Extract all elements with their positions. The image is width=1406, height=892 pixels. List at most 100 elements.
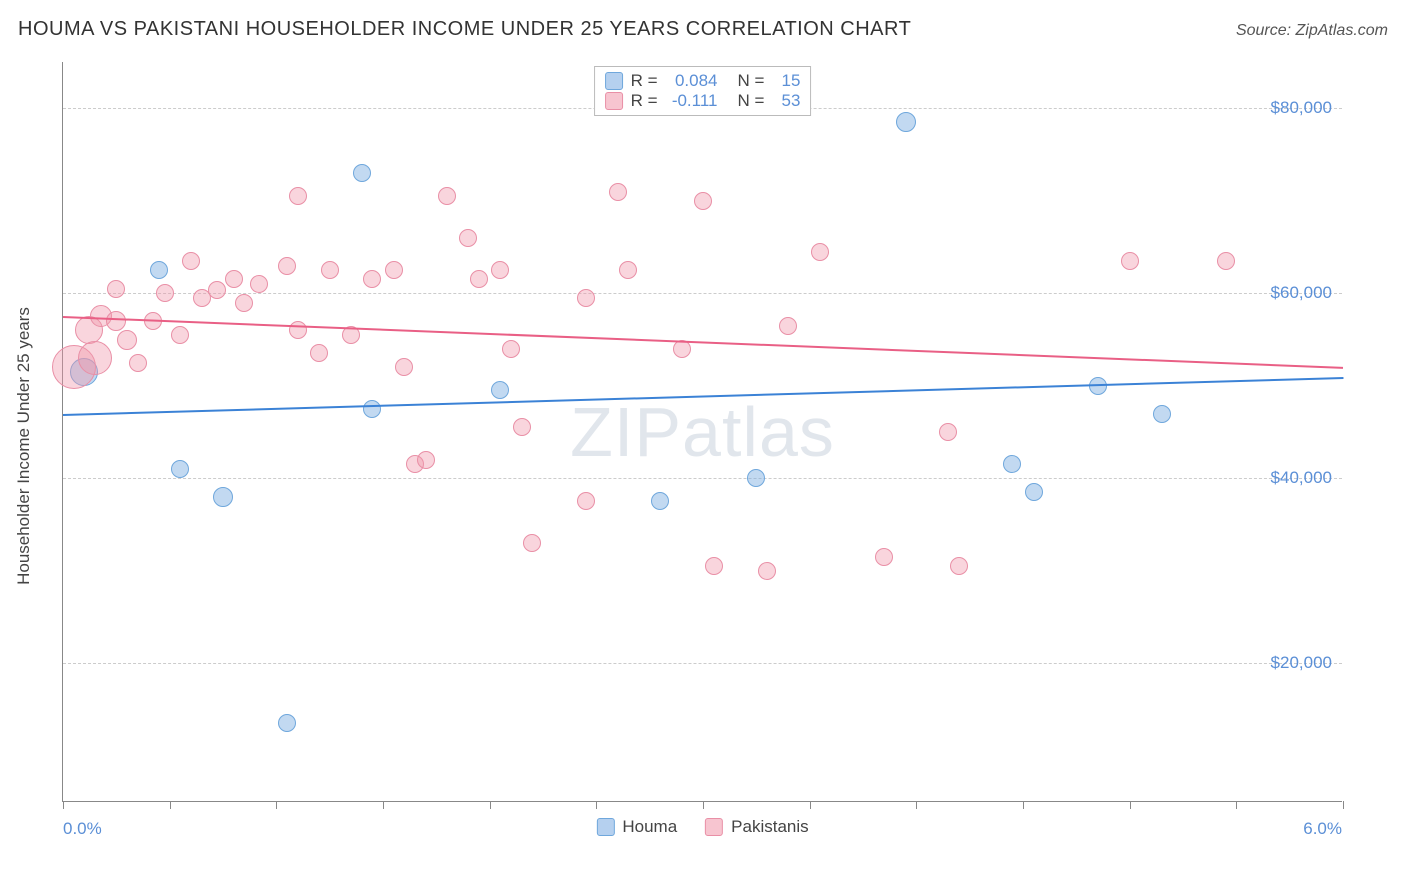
data-point <box>896 112 916 132</box>
data-point <box>577 289 595 307</box>
data-point <box>385 261 403 279</box>
x-tick <box>810 801 811 809</box>
legend-n-label: N = <box>738 71 765 91</box>
legend-swatch <box>605 72 623 90</box>
gridline <box>63 293 1342 294</box>
x-tick <box>703 801 704 809</box>
legend-row: R = -0.111 N = 53 <box>605 91 801 111</box>
gridline <box>63 663 1342 664</box>
data-point <box>417 451 435 469</box>
data-point <box>705 557 723 575</box>
legend-n-value: 53 <box>772 91 800 111</box>
x-tick <box>1343 801 1344 809</box>
trend-line <box>63 377 1343 416</box>
data-point <box>950 557 968 575</box>
data-point <box>513 418 531 436</box>
x-tick-label-left: 0.0% <box>63 819 102 839</box>
data-point <box>758 562 776 580</box>
x-tick <box>1236 801 1237 809</box>
data-point <box>106 311 126 331</box>
x-tick <box>916 801 917 809</box>
data-point <box>321 261 339 279</box>
data-point <box>811 243 829 261</box>
data-point <box>651 492 669 510</box>
data-point <box>250 275 268 293</box>
legend-r-value: -0.111 <box>666 91 718 111</box>
x-tick <box>276 801 277 809</box>
data-point <box>171 326 189 344</box>
data-point <box>491 261 509 279</box>
legend-row: R = 0.084 N = 15 <box>605 71 801 91</box>
legend-r-label: R = <box>631 91 658 111</box>
data-point <box>278 714 296 732</box>
data-point <box>694 192 712 210</box>
gridline <box>63 478 1342 479</box>
data-point <box>609 183 627 201</box>
data-point <box>747 469 765 487</box>
legend-item-label: Houma <box>622 817 677 837</box>
chart-header: HOUMA VS PAKISTANI HOUSEHOLDER INCOME UN… <box>18 18 1388 41</box>
data-point <box>363 270 381 288</box>
y-tick-label: $60,000 <box>1271 283 1332 303</box>
data-point <box>502 340 520 358</box>
chart-title: HOUMA VS PAKISTANI HOUSEHOLDER INCOME UN… <box>18 18 911 41</box>
x-tick <box>1023 801 1024 809</box>
data-point <box>171 460 189 478</box>
watermark: ZIPatlas <box>570 392 835 472</box>
data-point <box>459 229 477 247</box>
data-point <box>78 341 112 375</box>
data-point <box>395 358 413 376</box>
data-point <box>438 187 456 205</box>
x-tick-label-right: 6.0% <box>1303 819 1342 839</box>
data-point <box>619 261 637 279</box>
data-point <box>1121 252 1139 270</box>
data-point <box>225 270 243 288</box>
data-point <box>182 252 200 270</box>
legend-r-value: 0.084 <box>666 71 718 91</box>
data-point <box>1217 252 1235 270</box>
x-tick <box>1130 801 1131 809</box>
legend-swatch <box>605 92 623 110</box>
legend-n-label: N = <box>738 91 765 111</box>
legend-swatch <box>705 818 723 836</box>
data-point <box>939 423 957 441</box>
data-point <box>235 294 253 312</box>
x-tick <box>63 801 64 809</box>
data-point <box>213 487 233 507</box>
data-point <box>353 164 371 182</box>
data-point <box>107 280 125 298</box>
data-point <box>363 400 381 418</box>
legend-series: Houma Pakistanis <box>596 817 808 837</box>
data-point <box>156 284 174 302</box>
data-point <box>470 270 488 288</box>
chart-source: Source: ZipAtlas.com <box>1236 22 1388 40</box>
legend-item-label: Pakistanis <box>731 817 808 837</box>
data-point <box>310 344 328 362</box>
x-tick <box>490 801 491 809</box>
data-point <box>117 330 137 350</box>
legend-correlation: R = 0.084 N = 15 R = -0.111 N = 53 <box>594 66 812 116</box>
legend-swatch <box>596 818 614 836</box>
legend-r-label: R = <box>631 71 658 91</box>
legend-n-value: 15 <box>772 71 800 91</box>
y-tick-label: $40,000 <box>1271 468 1332 488</box>
data-point <box>278 257 296 275</box>
x-tick <box>170 801 171 809</box>
data-point <box>129 354 147 372</box>
data-point <box>523 534 541 552</box>
x-tick <box>383 801 384 809</box>
legend-item: Pakistanis <box>705 817 808 837</box>
data-point <box>491 381 509 399</box>
legend-item: Houma <box>596 817 677 837</box>
data-point <box>577 492 595 510</box>
y-tick-label: $20,000 <box>1271 653 1332 673</box>
data-point <box>150 261 168 279</box>
trend-line <box>63 316 1343 369</box>
x-tick <box>596 801 597 809</box>
data-point <box>208 281 226 299</box>
data-point <box>289 187 307 205</box>
data-point <box>875 548 893 566</box>
data-point <box>779 317 797 335</box>
plot-area: ZIPatlas $20,000 $40,000 $60,000 $80,000 0.0… <box>62 62 1342 802</box>
y-tick-label: $80,000 <box>1271 98 1332 118</box>
